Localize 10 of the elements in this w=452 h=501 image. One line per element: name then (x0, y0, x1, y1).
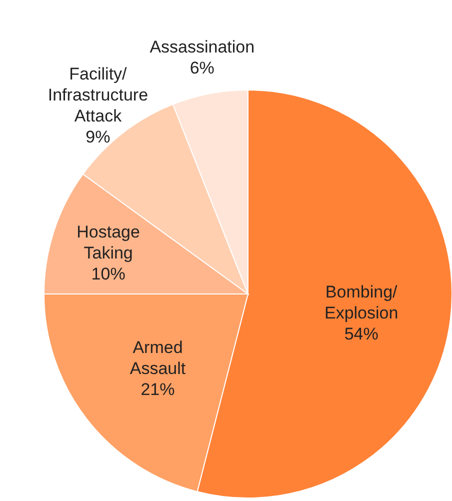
slice-label: Bombing/ Explosion (324, 282, 398, 322)
data-label: 6% (190, 58, 214, 78)
slice-label: Armed Assault (130, 338, 186, 378)
data-label: 54% (344, 324, 378, 344)
data-label: 9% (86, 128, 110, 147)
slice-label: Assassination (150, 38, 255, 57)
data-label: 10% (91, 264, 126, 284)
data-label: 21% (140, 380, 175, 400)
slice-label: Hostage Taking (76, 222, 140, 263)
slice-label: Facility/ Infrastructure Attack (48, 64, 148, 126)
